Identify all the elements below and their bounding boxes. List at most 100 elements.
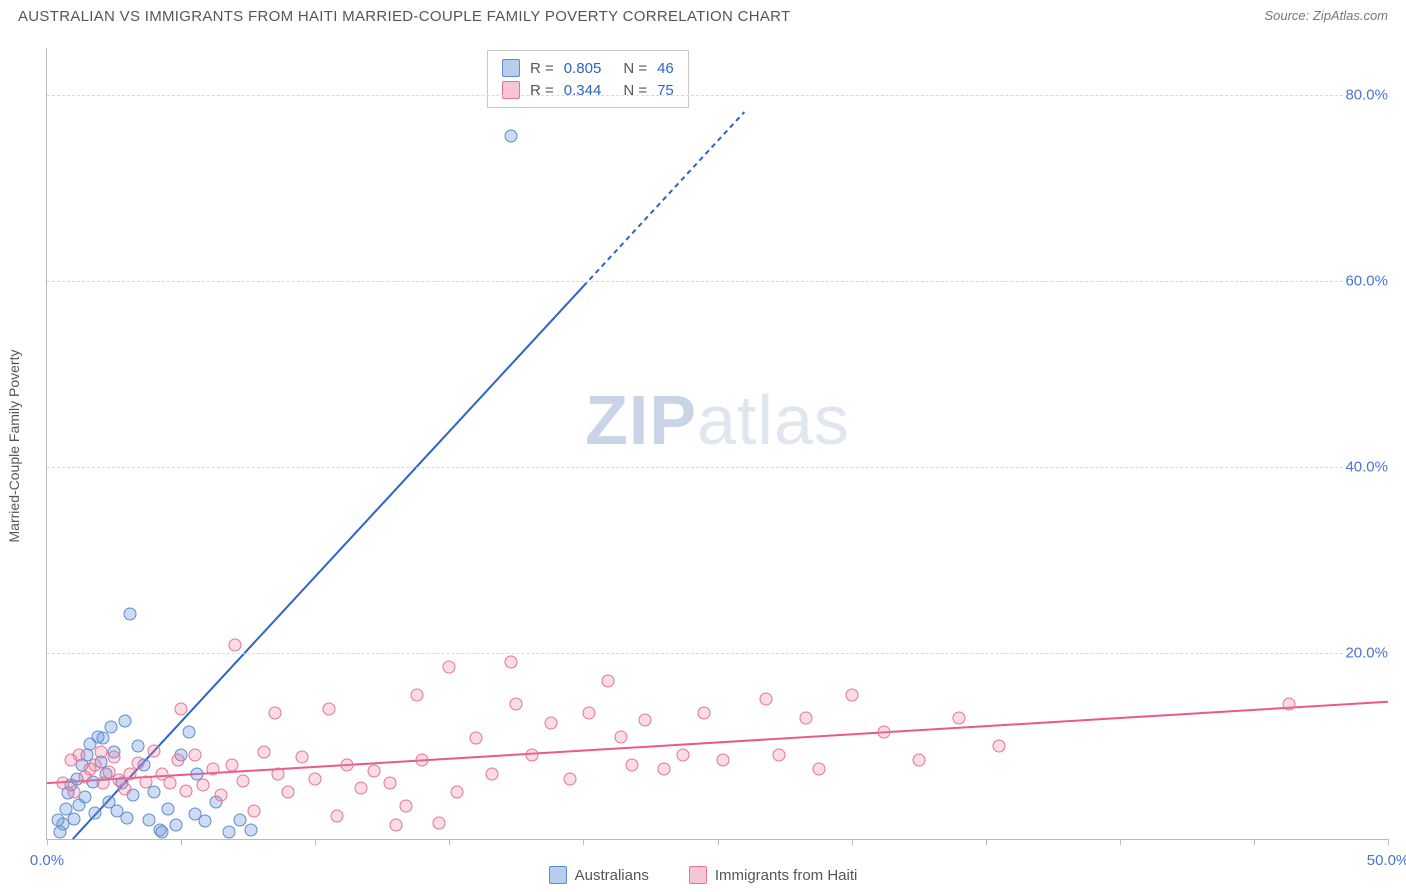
gridline [47,95,1388,96]
data-point [759,693,772,706]
data-point [228,639,241,652]
legend-swatch [549,866,567,884]
x-tick [1254,839,1255,845]
stats-r-label: R = [530,60,554,77]
y-tick-label: 80.0% [1343,86,1390,103]
data-point [161,803,174,816]
x-tick [1388,839,1389,845]
data-point [132,756,145,769]
data-point [183,725,196,738]
x-tick [718,839,719,845]
data-point [156,826,169,839]
stats-r-label: R = [530,82,554,99]
data-point [175,702,188,715]
x-tick [181,839,182,845]
data-point [244,823,257,836]
data-point [657,763,670,776]
data-point [132,739,145,752]
data-point [73,749,86,762]
gridline [47,281,1388,282]
data-point [877,725,890,738]
x-tick [47,839,48,845]
data-point [108,751,121,764]
data-point [510,698,523,711]
data-point [698,707,711,720]
data-point [1282,698,1295,711]
data-point [140,776,153,789]
source-label: Source: ZipAtlas.com [1264,8,1388,23]
data-point [188,807,201,820]
chart-svg-lines [47,48,1388,839]
data-point [368,765,381,778]
data-point [563,772,576,785]
data-point [118,714,131,727]
data-point [118,782,131,795]
stats-row: R =0.344N =75 [502,79,674,101]
data-point [89,758,102,771]
data-point [625,758,638,771]
y-axis-label: Married-Couple Family Poverty [6,350,22,543]
data-point [196,779,209,792]
data-point [639,713,652,726]
data-point [247,805,260,818]
data-point [207,763,220,776]
data-point [443,660,456,673]
data-point [172,753,185,766]
data-point [716,753,729,766]
x-tick [583,839,584,845]
data-point [94,746,107,759]
x-tick [315,839,316,845]
data-point [354,781,367,794]
data-point [993,739,1006,752]
data-point [322,702,335,715]
data-point [97,777,110,790]
x-tick [449,839,450,845]
x-tick [852,839,853,845]
legend-item: Immigrants from Haiti [689,866,858,884]
data-point [236,775,249,788]
legend-label: Immigrants from Haiti [715,867,858,884]
stats-n-value: 46 [657,60,674,77]
stats-legend-box: R =0.805N =46R =0.344N =75 [487,50,689,108]
stats-n-label: N = [623,82,647,99]
data-point [223,825,236,838]
legend-item: Australians [549,866,649,884]
data-point [545,716,558,729]
data-point [486,767,499,780]
chart-title: AUSTRALIAN VS IMMIGRANTS FROM HAITI MARR… [18,8,791,25]
data-point [89,806,102,819]
stats-n-label: N = [623,60,647,77]
data-point [124,607,137,620]
data-point [164,777,177,790]
data-point [341,758,354,771]
data-point [384,777,397,790]
data-point [271,767,284,780]
chart-plot-area: ZIPatlas R =0.805N =46R =0.344N =75 20.0… [46,48,1388,840]
data-point [67,786,80,799]
data-point [309,772,322,785]
data-point [601,674,614,687]
data-point [268,707,281,720]
data-point [416,753,429,766]
stats-row: R =0.805N =46 [502,57,674,79]
data-point [614,730,627,743]
legend-swatch [502,59,520,77]
data-point [845,688,858,701]
data-point [180,784,193,797]
data-point [451,786,464,799]
data-point [148,786,161,799]
data-point [813,763,826,776]
legend-swatch [689,866,707,884]
legend-label: Australians [575,867,649,884]
data-point [124,767,137,780]
data-point [470,732,483,745]
data-point [148,744,161,757]
data-point [952,712,965,725]
data-point [295,751,308,764]
data-point [282,786,295,799]
data-point [330,809,343,822]
data-point [504,656,517,669]
data-point [188,749,201,762]
gridline [47,653,1388,654]
data-point [67,812,80,825]
